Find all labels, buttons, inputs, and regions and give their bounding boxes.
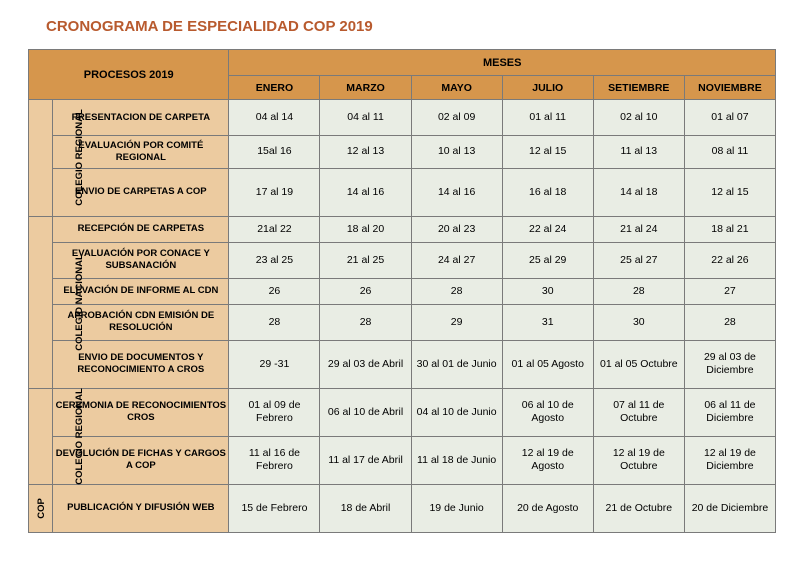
schedule-cell: 16 al 18 — [502, 168, 593, 216]
schedule-cell: 15 de Febrero — [229, 484, 320, 532]
schedule-cell: 21 al 24 — [593, 216, 684, 242]
schedule-document: CRONOGRAMA DE ESPECIALIDAD COP 2019 PROC… — [0, 0, 804, 551]
schedule-cell: 21 al 25 — [320, 242, 411, 278]
schedule-cell: 26 — [320, 278, 411, 304]
schedule-cell: 11 al 18 de Junio — [411, 436, 502, 484]
schedule-cell: 12 al 19 de Agosto — [502, 436, 593, 484]
group-label: COLEGIO NACIONAL — [29, 216, 53, 388]
process-label: PUBLICACIÓN Y DIFUSIÓN WEB — [53, 484, 229, 532]
schedule-cell: 29 — [411, 304, 502, 340]
group-label: COLEGIO REGIONAL — [29, 388, 53, 484]
schedule-cell: 02 al 10 — [593, 100, 684, 136]
schedule-cell: 28 — [411, 278, 502, 304]
schedule-cell: 12 al 19 de Diciembre — [684, 436, 775, 484]
schedule-cell: 14 al 18 — [593, 168, 684, 216]
schedule-cell: 20 al 23 — [411, 216, 502, 242]
schedule-cell: 22 al 24 — [502, 216, 593, 242]
schedule-cell: 28 — [684, 304, 775, 340]
schedule-cell: 23 al 25 — [229, 242, 320, 278]
schedule-cell: 27 — [684, 278, 775, 304]
schedule-cell: 17 al 19 — [229, 168, 320, 216]
schedule-cell: 25 al 29 — [502, 242, 593, 278]
header-month: NOVIEMBRE — [684, 76, 775, 100]
schedule-cell: 12 al 13 — [320, 136, 411, 169]
schedule-cell: 11 al 16 de Febrero — [229, 436, 320, 484]
schedule-cell: 21 de Octubre — [593, 484, 684, 532]
schedule-cell: 07 al 11 de Octubre — [593, 388, 684, 436]
header-month: SETIEMBRE — [593, 76, 684, 100]
schedule-cell: 02 al 09 — [411, 100, 502, 136]
schedule-cell: 06 al 10 de Agosto — [502, 388, 593, 436]
schedule-cell: 21al 22 — [229, 216, 320, 242]
schedule-cell: 12 al 19 de Octubre — [593, 436, 684, 484]
header-month: MARZO — [320, 76, 411, 100]
schedule-cell: 01 al 07 — [684, 100, 775, 136]
schedule-cell: 30 — [593, 304, 684, 340]
schedule-cell: 11 al 13 — [593, 136, 684, 169]
schedule-cell: 30 — [502, 278, 593, 304]
schedule-cell: 01 al 05 Octubre — [593, 340, 684, 388]
process-label: RECEPCIÓN DE CARPETAS — [53, 216, 229, 242]
schedule-cell: 18 de Abril — [320, 484, 411, 532]
header-month: ENERO — [229, 76, 320, 100]
header-meses: MESES — [229, 50, 776, 76]
schedule-cell: 08 al 11 — [684, 136, 775, 169]
schedule-cell: 24 al 27 — [411, 242, 502, 278]
schedule-cell: 18 al 20 — [320, 216, 411, 242]
schedule-cell: 30 al 01 de Junio — [411, 340, 502, 388]
header-procesos: PROCESOS 2019 — [29, 50, 229, 100]
schedule-cell: 25 al 27 — [593, 242, 684, 278]
page-title: CRONOGRAMA DE ESPECIALIDAD COP 2019 — [46, 18, 776, 35]
schedule-cell: 28 — [320, 304, 411, 340]
schedule-cell: 11 al 17 de Abril — [320, 436, 411, 484]
schedule-cell: 19 de Junio — [411, 484, 502, 532]
schedule-cell: 04 al 14 — [229, 100, 320, 136]
schedule-cell: 01 al 09 de Febrero — [229, 388, 320, 436]
schedule-cell: 26 — [229, 278, 320, 304]
schedule-cell: 14 al 16 — [411, 168, 502, 216]
schedule-table: PROCESOS 2019MESESENEROMARZOMAYOJULIOSET… — [28, 49, 776, 533]
schedule-cell: 22 al 26 — [684, 242, 775, 278]
header-month: JULIO — [502, 76, 593, 100]
header-month: MAYO — [411, 76, 502, 100]
schedule-cell: 28 — [593, 278, 684, 304]
schedule-cell: 29 al 03 de Abril — [320, 340, 411, 388]
schedule-cell: 29 -31 — [229, 340, 320, 388]
schedule-cell: 20 de Diciembre — [684, 484, 775, 532]
schedule-cell: 04 al 11 — [320, 100, 411, 136]
schedule-cell: 15al 16 — [229, 136, 320, 169]
group-label: COLEGIO REGIONAL — [29, 100, 53, 217]
group-label: COP — [29, 484, 53, 532]
schedule-cell: 29 al 03 de Diciembre — [684, 340, 775, 388]
schedule-cell: 06 al 11 de Diciembre — [684, 388, 775, 436]
schedule-cell: 01 al 11 — [502, 100, 593, 136]
schedule-cell: 28 — [229, 304, 320, 340]
schedule-cell: 31 — [502, 304, 593, 340]
schedule-cell: 12 al 15 — [684, 168, 775, 216]
schedule-cell: 18 al 21 — [684, 216, 775, 242]
schedule-cell: 20 de Agosto — [502, 484, 593, 532]
schedule-cell: 14 al 16 — [320, 168, 411, 216]
schedule-cell: 10 al 13 — [411, 136, 502, 169]
schedule-cell: 06 al 10 de Abril — [320, 388, 411, 436]
schedule-cell: 12 al 15 — [502, 136, 593, 169]
schedule-cell: 01 al 05 Agosto — [502, 340, 593, 388]
schedule-cell: 04 al 10 de Junio — [411, 388, 502, 436]
